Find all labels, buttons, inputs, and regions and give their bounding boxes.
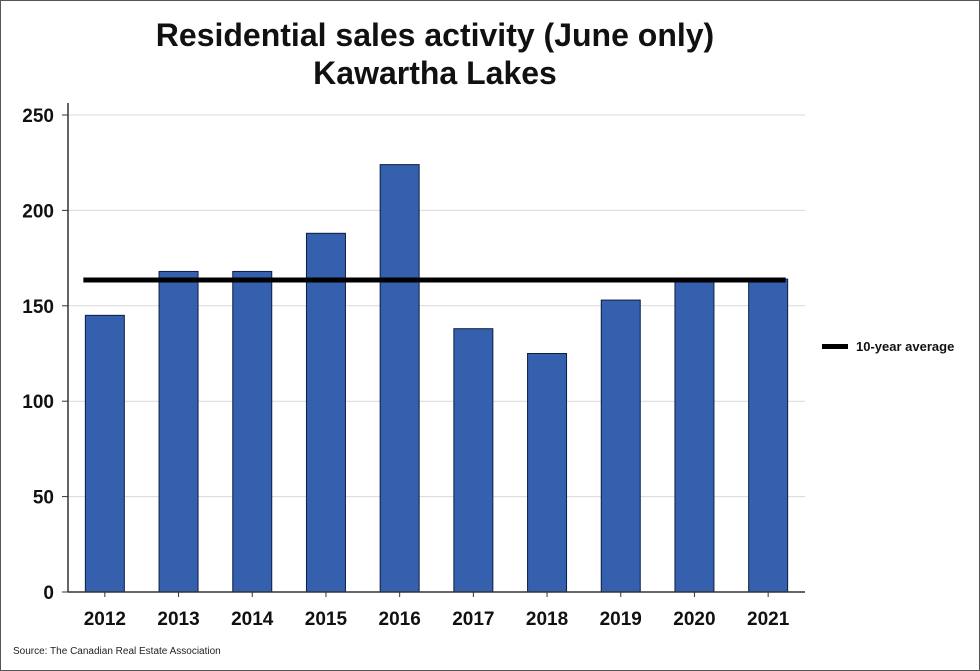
chart-title: Residential sales activity (June only) — [155, 17, 715, 53]
x-tick-label: 2017 — [452, 609, 494, 630]
bar — [379, 164, 420, 593]
x-tick-label: 2021 — [747, 609, 790, 630]
y-tick-label: 200 — [22, 201, 54, 222]
bar — [527, 353, 568, 593]
bar — [453, 328, 494, 593]
y-tick-label: 50 — [33, 488, 54, 509]
x-tick-label: 2019 — [600, 609, 642, 630]
bar — [748, 278, 789, 593]
y-tick-label: 0 — [43, 583, 54, 604]
legend-average-swatch — [822, 344, 848, 349]
tick-labels: 0 50 100 150 200 250 2012 2013 2014 2015 2016 2017 2… — [22, 106, 789, 630]
axes — [62, 103, 805, 597]
x-tick-label: 2012 — [84, 609, 126, 630]
x-tick-label: 2016 — [379, 609, 421, 630]
y-tick-label: 100 — [22, 392, 54, 413]
bar — [674, 280, 715, 593]
bar — [84, 314, 125, 593]
bar — [232, 270, 273, 593]
bars — [84, 164, 789, 593]
source-note: Source: The Canadian Real Estate Associa… — [13, 646, 221, 657]
y-tick-label: 150 — [22, 297, 54, 318]
bar — [158, 270, 199, 593]
legend-average-label: 10-year average — [856, 339, 955, 354]
x-tick-label: 2015 — [305, 609, 348, 630]
x-tick-label: 2013 — [157, 609, 199, 630]
x-tick-label: 2020 — [673, 609, 715, 630]
chart-title-block: Residential sales activity (June only) K… — [0, 16, 870, 92]
bar — [600, 299, 641, 593]
y-tick-label: 250 — [22, 106, 54, 127]
chart-subtitle: Kawartha Lakes — [313, 55, 557, 91]
x-tick-label: 2018 — [526, 609, 568, 630]
x-tick-label: 2014 — [231, 609, 274, 630]
bar — [305, 232, 346, 593]
legend: 10-year average — [822, 339, 954, 354]
